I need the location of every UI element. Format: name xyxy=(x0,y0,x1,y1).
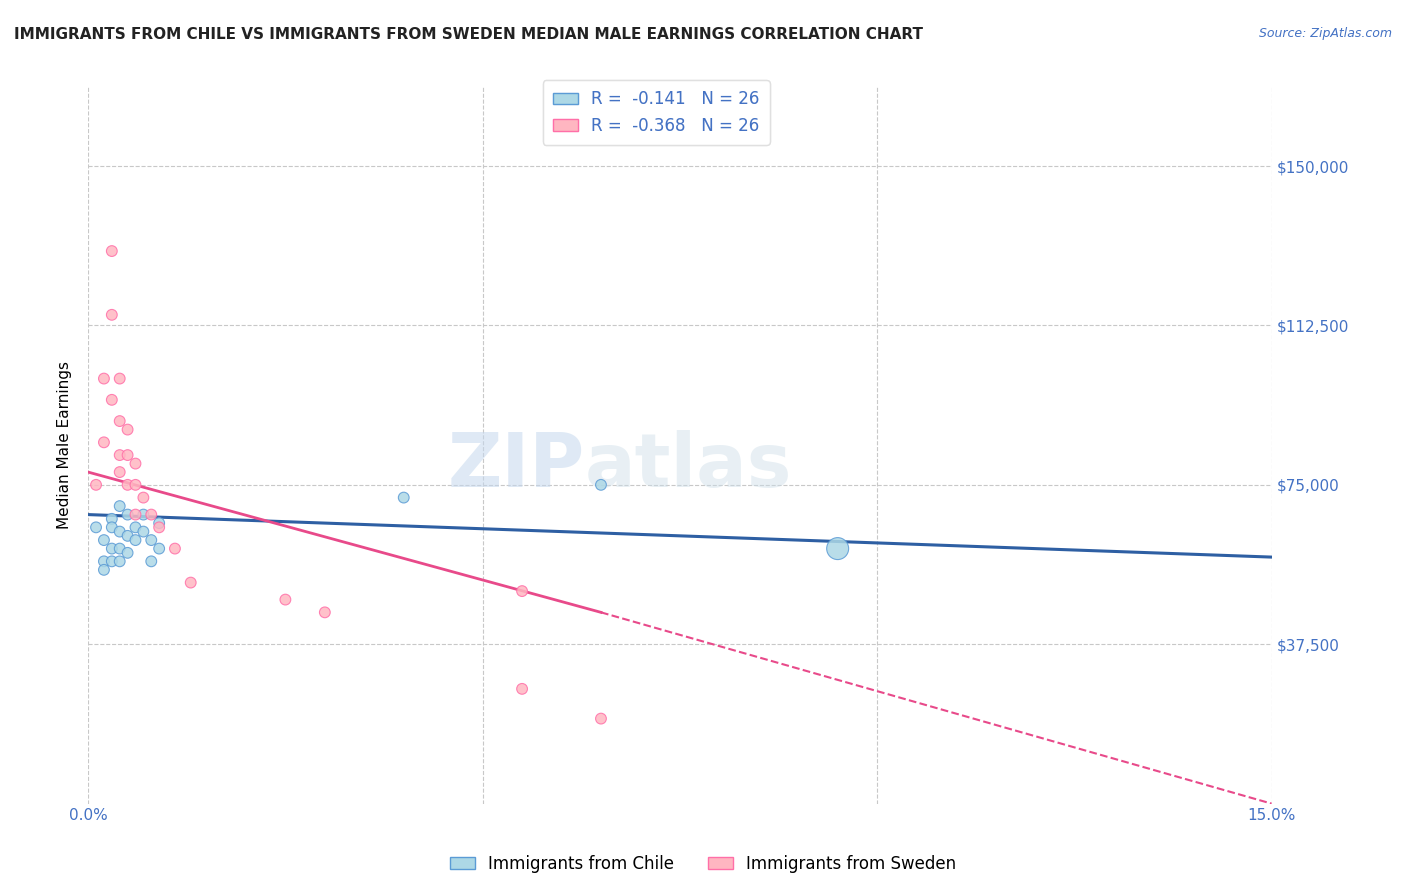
Point xyxy=(132,508,155,522)
Point xyxy=(124,508,146,522)
Text: Source: ZipAtlas.com: Source: ZipAtlas.com xyxy=(1258,27,1392,40)
Point xyxy=(93,563,115,577)
Point xyxy=(163,541,186,556)
Point xyxy=(84,478,107,492)
Legend: Immigrants from Chile, Immigrants from Sweden: Immigrants from Chile, Immigrants from S… xyxy=(443,848,963,880)
Point xyxy=(108,448,131,462)
Point xyxy=(132,491,155,505)
Point xyxy=(108,465,131,479)
Legend: R =  -0.141   N = 26, R =  -0.368   N = 26: R = -0.141 N = 26, R = -0.368 N = 26 xyxy=(543,80,769,145)
Point xyxy=(510,584,533,599)
Point xyxy=(117,508,139,522)
Point xyxy=(117,529,139,543)
Text: ZIP: ZIP xyxy=(449,430,585,503)
Point xyxy=(101,541,124,556)
Point xyxy=(101,308,124,322)
Point xyxy=(117,423,139,437)
Point xyxy=(108,414,131,428)
Point xyxy=(101,520,124,534)
Point xyxy=(108,371,131,385)
Point xyxy=(117,546,139,560)
Point xyxy=(108,541,131,556)
Point xyxy=(124,533,146,547)
Point xyxy=(93,371,115,385)
Text: atlas: atlas xyxy=(585,430,793,503)
Point xyxy=(124,520,146,534)
Point xyxy=(827,541,849,556)
Point xyxy=(589,712,612,726)
Point xyxy=(93,435,115,450)
Point xyxy=(108,499,131,513)
Point xyxy=(148,520,170,534)
Point xyxy=(392,491,415,505)
Point xyxy=(141,554,163,568)
Point xyxy=(124,478,146,492)
Point xyxy=(132,524,155,539)
Point xyxy=(141,533,163,547)
Point xyxy=(180,575,202,590)
Point xyxy=(148,516,170,530)
Text: IMMIGRANTS FROM CHILE VS IMMIGRANTS FROM SWEDEN MEDIAN MALE EARNINGS CORRELATION: IMMIGRANTS FROM CHILE VS IMMIGRANTS FROM… xyxy=(14,27,924,42)
Point xyxy=(274,592,297,607)
Point xyxy=(108,524,131,539)
Y-axis label: Median Male Earnings: Median Male Earnings xyxy=(58,361,72,529)
Point xyxy=(589,478,612,492)
Point xyxy=(84,520,107,534)
Point xyxy=(93,554,115,568)
Point xyxy=(101,244,124,258)
Point xyxy=(510,681,533,696)
Point xyxy=(101,554,124,568)
Point xyxy=(141,508,163,522)
Point xyxy=(148,541,170,556)
Point xyxy=(101,392,124,407)
Point xyxy=(117,478,139,492)
Point xyxy=(124,457,146,471)
Point xyxy=(314,605,336,619)
Point xyxy=(117,448,139,462)
Point xyxy=(93,533,115,547)
Point xyxy=(101,512,124,526)
Point xyxy=(108,554,131,568)
